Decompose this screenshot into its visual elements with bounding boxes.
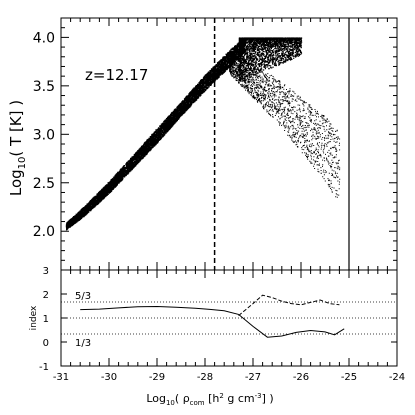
index-series <box>80 294 345 338</box>
x-tick-label: -28 <box>197 372 213 383</box>
main-ytick-label: 4.0 <box>33 30 55 46</box>
index-ref-lines <box>61 301 397 335</box>
index-panel: 5/3 1/3 -1 0 1 2 3 -31 -30 -29 -28 -27 -26 -25 -24 i… <box>29 266 405 407</box>
x-tick-label: -29 <box>149 372 165 383</box>
main-xticks <box>60 18 398 270</box>
index-series-dashed <box>238 294 340 316</box>
main-y-axis-title: Log10( T [K] ) <box>7 100 28 196</box>
redshift-annotation: z=12.17 <box>85 66 148 84</box>
index-y-axis-title: index <box>29 305 39 330</box>
main-vlines <box>213 18 350 270</box>
index-series-solid <box>80 305 345 338</box>
main-ytick-label: 3.5 <box>33 79 55 95</box>
x-axis-title: Log10( ρcom [h2 g cm-3] ) <box>146 392 273 407</box>
x-tick-label: -26 <box>293 372 309 383</box>
x-tick-label: -30 <box>101 372 117 383</box>
index-ytick-label: 3 <box>43 266 49 277</box>
main-ytick-label: 2.0 <box>33 224 55 240</box>
main-ytick-label: 3.0 <box>33 127 55 143</box>
main-yticks: 2.0 2.5 3.0 3.5 4.0 <box>33 27 397 261</box>
index-ytick-label: -1 <box>39 362 49 373</box>
main-panel: 2.0 2.5 3.0 3.5 4.0 z=12.17 Log10( T [K] ) <box>7 17 398 271</box>
index-yticks: -1 0 1 2 3 <box>39 266 397 373</box>
index-ref-labels: 5/3 1/3 <box>75 291 91 349</box>
ref-line-label: 1/3 <box>75 338 91 349</box>
x-tick-label: -31 <box>53 372 69 383</box>
index-ytick-label: 2 <box>43 290 49 301</box>
ref-line-label: 5/3 <box>75 291 91 302</box>
index-xticks: -31 -30 -29 -28 -27 -26 -25 -24 <box>53 270 405 383</box>
x-tick-label: -25 <box>341 372 357 383</box>
index-ytick-label: 0 <box>43 338 49 349</box>
x-tick-label: -27 <box>245 372 261 383</box>
x-tick-label: -24 <box>389 372 405 383</box>
main-scatter <box>65 37 341 231</box>
index-ytick-label: 1 <box>43 314 49 325</box>
main-ytick-label: 2.5 <box>33 176 55 192</box>
scatter-points <box>65 37 341 231</box>
